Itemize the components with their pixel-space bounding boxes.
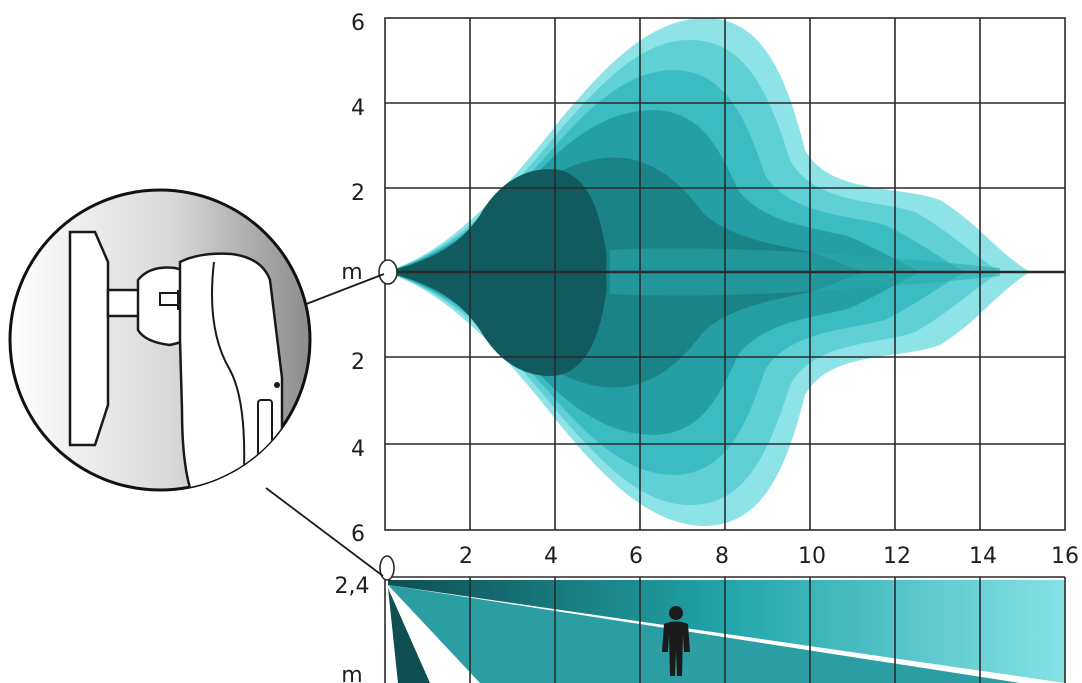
x-label-2: 2 xyxy=(459,544,473,569)
x-label-6: 6 xyxy=(629,544,643,569)
x-label-4: 4 xyxy=(544,544,558,569)
x-label-8: 8 xyxy=(715,544,729,569)
side-beam-near xyxy=(388,588,430,683)
y-label-2-upper: 2 xyxy=(351,181,365,206)
side-height-label: 2,4 xyxy=(335,574,370,599)
x-label-14: 14 xyxy=(969,544,997,569)
y-label-4-upper: 4 xyxy=(351,96,365,121)
side-view xyxy=(388,580,1065,683)
x-label-16: 16 xyxy=(1051,544,1079,569)
magnifier-icon xyxy=(8,188,385,577)
side-view-grid xyxy=(384,576,1066,683)
y-label-6-lower: 6 xyxy=(351,522,365,547)
sensor-marker-side xyxy=(379,555,395,581)
x-label-10: 10 xyxy=(798,544,826,569)
sensor-marker-top xyxy=(378,259,398,285)
top-view-grid xyxy=(384,17,1066,531)
y-unit-label: m xyxy=(341,260,362,285)
y-label-4-lower: 4 xyxy=(351,437,365,462)
pir-sensor-icon xyxy=(68,230,284,490)
person-icon xyxy=(662,606,690,676)
top-view-y-axis-labels: 6 4 2 m 2 4 6 xyxy=(341,11,365,547)
x-label-12: 12 xyxy=(883,544,911,569)
side-beam-white-gap xyxy=(388,588,462,683)
side-unit-label: m xyxy=(341,663,362,683)
side-beam-main-lower xyxy=(388,585,1020,683)
x-axis-labels: 2 4 6 8 10 12 14 16 xyxy=(459,544,1079,569)
y-label-6-upper: 6 xyxy=(351,11,365,36)
y-label-2-lower: 2 xyxy=(351,350,365,375)
